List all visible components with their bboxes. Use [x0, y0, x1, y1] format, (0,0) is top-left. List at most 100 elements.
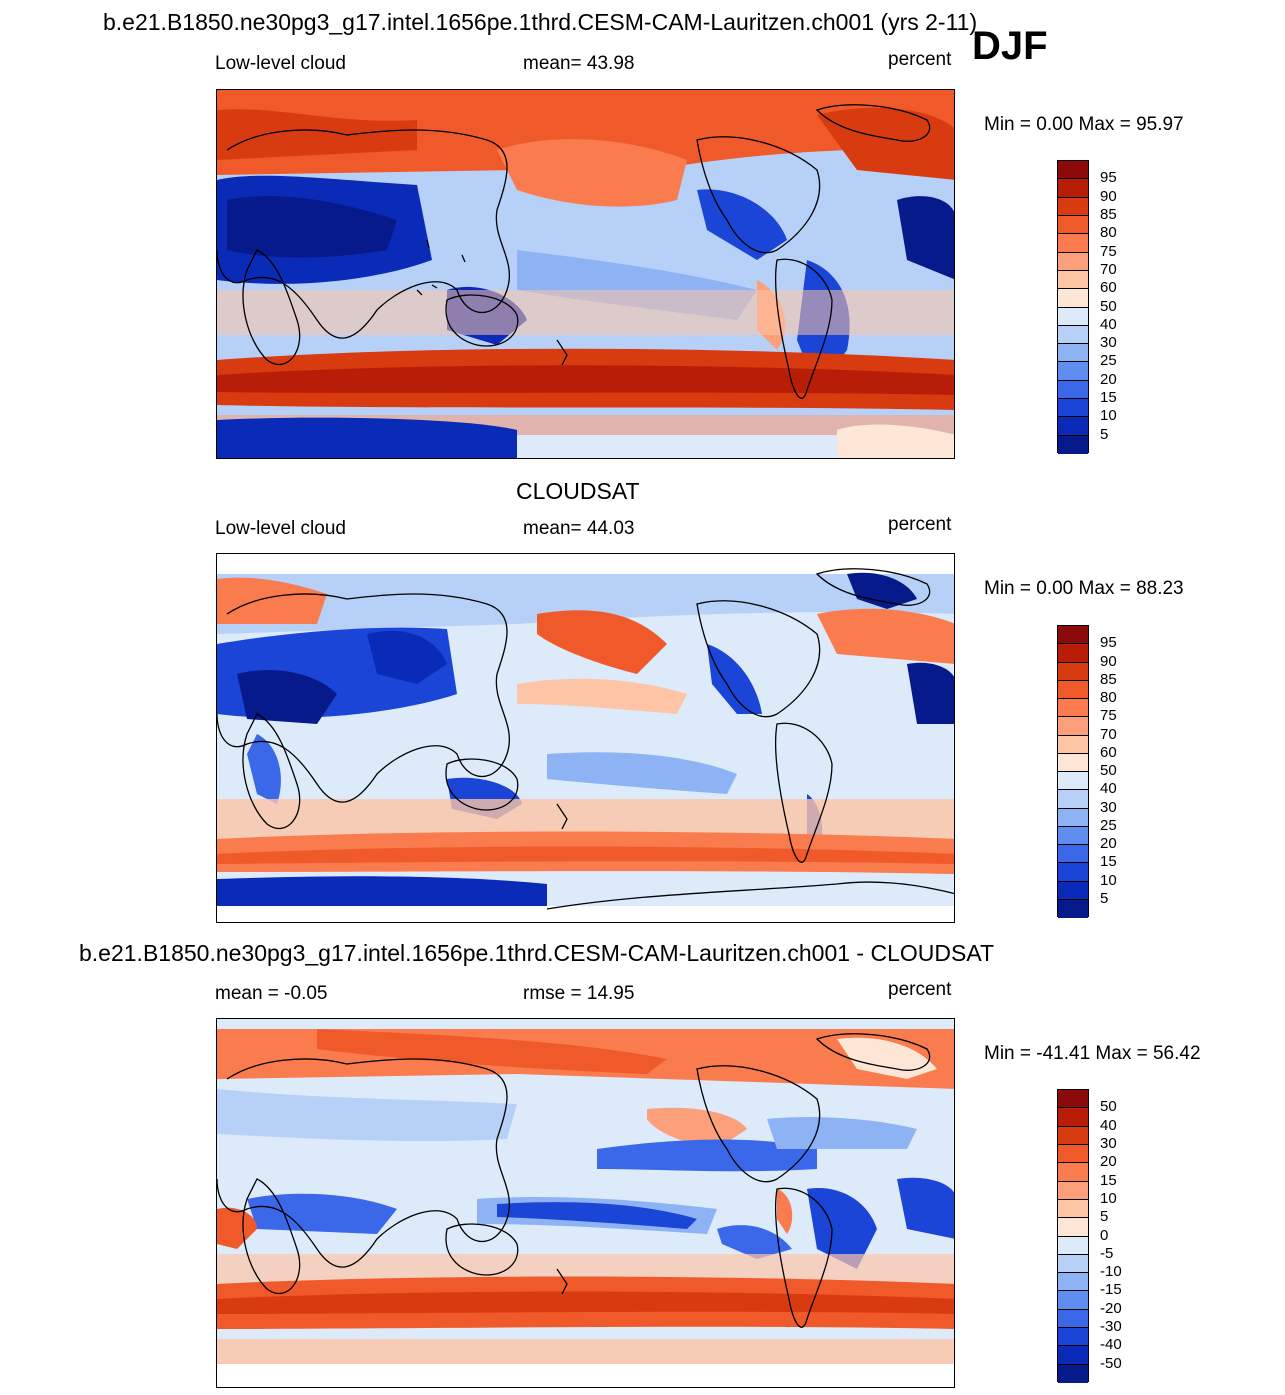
- colorbar-swatch: [1058, 435, 1088, 454]
- colorbar-swatch: [1058, 662, 1088, 681]
- colorbar-swatch: [1058, 1218, 1088, 1237]
- colorbar-tick-label: 20: [1100, 835, 1117, 852]
- colorbar-swatch: [1058, 845, 1088, 864]
- colorbar-tick-label: -5: [1100, 1244, 1114, 1262]
- colorbar-swatch: [1058, 1309, 1088, 1329]
- panel3-rmse-label: rmse = 14.95: [523, 983, 635, 1004]
- colorbar-tick-label: -50: [1100, 1354, 1122, 1372]
- panel1-colorbar: [1057, 160, 1089, 454]
- colorbar-tick-label: 80: [1100, 689, 1117, 706]
- colorbar-tick-label: -40: [1100, 1336, 1122, 1354]
- panel3-colorbar: [1057, 1089, 1089, 1383]
- colorbar-swatch: [1058, 270, 1088, 290]
- panel3-units-label: percent: [888, 979, 952, 1000]
- colorbar-tick-label: 85: [1100, 205, 1117, 223]
- colorbar-swatch: [1058, 234, 1088, 253]
- colorbar-swatch: [1058, 362, 1088, 381]
- colorbar-tick-label: 30: [1100, 334, 1117, 352]
- colorbar-tick-label: -10: [1100, 1263, 1122, 1281]
- colorbar-tick-label: 5: [1100, 1208, 1109, 1226]
- colorbar-swatch: [1058, 380, 1088, 400]
- colorbar-tick-label: 60: [1100, 743, 1117, 761]
- colorbar-swatch: [1058, 899, 1088, 918]
- colorbar-swatch: [1058, 1254, 1088, 1274]
- colorbar-swatch: [1058, 215, 1088, 235]
- colorbar-swatch: [1058, 826, 1088, 845]
- colorbar-swatch: [1058, 252, 1088, 271]
- colorbar-swatch: [1058, 680, 1088, 699]
- colorbar-tick-label: 85: [1100, 670, 1117, 688]
- panel1-units-label: percent: [888, 49, 952, 70]
- colorbar-tick-label: 90: [1100, 187, 1117, 205]
- colorbar-swatch: [1058, 717, 1088, 736]
- colorbar-tick-label: 75: [1100, 707, 1117, 725]
- panel1-mean-label: mean= 43.98: [523, 53, 635, 74]
- colorbar-swatch: [1058, 626, 1088, 645]
- colorbar-tick-label: 20: [1100, 370, 1117, 388]
- colorbar-tick-label: 30: [1100, 798, 1117, 816]
- colorbar-swatch: [1058, 699, 1088, 718]
- panel1-variable-label: Low-level cloud: [215, 53, 346, 74]
- colorbar-tick-label: 40: [1100, 1116, 1117, 1134]
- colorbar-swatch: [1058, 399, 1088, 418]
- colorbar-swatch: [1058, 1144, 1088, 1164]
- panel3-map: [216, 1018, 955, 1388]
- colorbar-swatch: [1058, 1273, 1088, 1292]
- colorbar-tick-label: 5: [1100, 425, 1109, 443]
- colorbar-swatch: [1058, 1090, 1088, 1109]
- colorbar-swatch: [1058, 753, 1088, 772]
- colorbar-swatch: [1058, 289, 1088, 308]
- panel1-minmax-label: Min = 0.00 Max = 95.97: [984, 114, 1184, 135]
- panel3-minmax-label: Min = -41.41 Max = 56.42: [984, 1043, 1201, 1064]
- panel1-map: [216, 89, 955, 459]
- panel2-minmax-label: Min = 0.00 Max = 88.23: [984, 578, 1184, 599]
- colorbar-tick-label: 40: [1100, 780, 1117, 798]
- colorbar-tick-label: 70: [1100, 260, 1117, 278]
- panel3-title: b.e21.B1850.ne30pg3_g17.intel.1656pe.1th…: [79, 940, 995, 966]
- colorbar-tick-label: -15: [1100, 1281, 1122, 1299]
- panel2-title: CLOUDSAT: [516, 478, 640, 504]
- panel2-map: [216, 553, 955, 923]
- colorbar-swatch: [1058, 1328, 1088, 1347]
- colorbar-swatch: [1058, 1364, 1088, 1383]
- panel2-units-label: percent: [888, 514, 952, 535]
- colorbar-tick-label: 95: [1100, 634, 1117, 652]
- colorbar-tick-label: 5: [1100, 889, 1109, 907]
- colorbar-tick-label: 50: [1100, 1098, 1117, 1116]
- colorbar-swatch: [1058, 161, 1088, 180]
- colorbar-tick-label: 25: [1100, 352, 1117, 370]
- colorbar-swatch: [1058, 1291, 1088, 1310]
- figure-title: b.e21.B1850.ne30pg3_g17.intel.1656pe.1th…: [103, 9, 978, 35]
- colorbar-tick-label: 0: [1100, 1226, 1109, 1244]
- colorbar-tick-label: 70: [1100, 725, 1117, 743]
- panel3-mean-label: mean = -0.05: [215, 983, 328, 1004]
- colorbar-tick-label: 15: [1100, 389, 1117, 407]
- colorbar-tick-label: -30: [1100, 1318, 1122, 1336]
- colorbar-swatch: [1058, 1236, 1088, 1255]
- panel2-colorbar: [1057, 625, 1089, 918]
- colorbar-swatch: [1058, 808, 1088, 827]
- colorbar-swatch: [1058, 790, 1088, 809]
- colorbar-tick-label: 20: [1100, 1153, 1117, 1171]
- colorbar-tick-label: 15: [1100, 853, 1117, 871]
- colorbar-swatch: [1058, 179, 1088, 198]
- colorbar-tick-label: 10: [1100, 871, 1117, 889]
- colorbar-tick-label: -20: [1100, 1299, 1122, 1317]
- colorbar-swatch: [1058, 1126, 1088, 1145]
- colorbar-tick-label: 30: [1100, 1134, 1117, 1152]
- colorbar-tick-label: 10: [1100, 407, 1117, 425]
- colorbar-swatch: [1058, 863, 1088, 882]
- panel2-variable-label: Low-level cloud: [215, 518, 346, 539]
- colorbar-swatch: [1058, 772, 1088, 791]
- colorbar-swatch: [1058, 735, 1088, 754]
- colorbar-swatch: [1058, 344, 1088, 363]
- colorbar-swatch: [1058, 1346, 1088, 1365]
- colorbar-tick-label: 25: [1100, 816, 1117, 834]
- colorbar-tick-label: 40: [1100, 315, 1117, 333]
- colorbar-swatch: [1058, 307, 1088, 326]
- colorbar-tick-label: 60: [1100, 279, 1117, 297]
- colorbar-swatch: [1058, 1181, 1088, 1200]
- colorbar-tick-label: 50: [1100, 762, 1117, 779]
- colorbar-swatch: [1058, 1199, 1088, 1219]
- colorbar-tick-label: 90: [1100, 652, 1117, 670]
